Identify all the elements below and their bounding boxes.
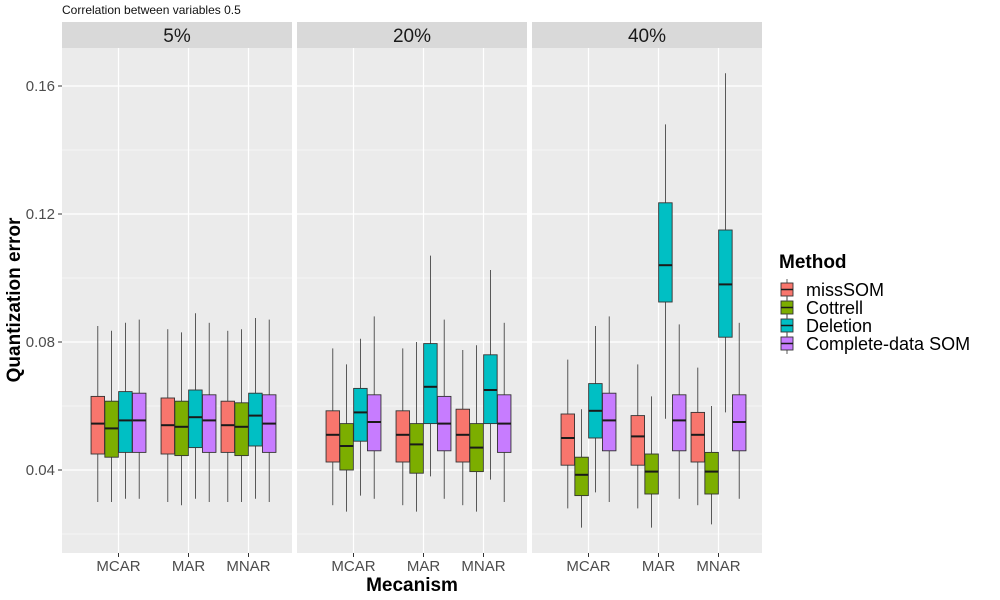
legend-title: Method [779, 252, 847, 273]
box-iqr [325, 410, 340, 463]
box-iqr [220, 400, 236, 453]
strip-background [532, 22, 762, 48]
box-iqr [644, 453, 659, 495]
legend-label: Deletion [806, 316, 872, 336]
box-deletion [248, 318, 263, 499]
box-complete-data-som [131, 319, 147, 499]
box-cottrell [339, 364, 354, 512]
legend-key [780, 315, 794, 336]
box-misssom [690, 367, 705, 506]
box-cottrell [574, 409, 589, 528]
legend-label: Cottrell [806, 298, 863, 318]
box-iqr [188, 389, 203, 449]
box-misssom [560, 359, 575, 509]
box-iqr [395, 410, 410, 463]
x-axis-title: Mecanism [366, 575, 458, 596]
box-iqr [409, 423, 424, 474]
box-misssom [630, 364, 645, 509]
x-tick-label: MAR [407, 558, 441, 575]
box-deletion [483, 270, 498, 480]
strip-label: 5% [163, 26, 191, 47]
box-deletion [718, 73, 733, 413]
legend-label: missSOM [806, 280, 884, 300]
strip-background [62, 22, 292, 48]
box-iqr [353, 387, 368, 442]
y-tick-label: 0.16 [26, 78, 55, 95]
box-iqr [630, 415, 645, 466]
box-iqr [658, 202, 673, 303]
box-iqr [423, 343, 438, 425]
y-axis-ticks: 0.04 0.08 0.12 0.16 [26, 78, 62, 479]
box-iqr [90, 395, 106, 455]
facet-panel: 5% MCAR MAR MNAR [62, 22, 292, 575]
box-complete-data-som [602, 316, 617, 502]
box-complete-data-som [497, 322, 512, 502]
box-cottrell [104, 330, 119, 502]
box-iqr [690, 411, 705, 463]
facet-panels: 5% MCAR MAR MNAR 20% MCAR MAR MNAR 40% MCAR MAR MNA… [62, 22, 762, 575]
facet-panel: 40% MCAR MAR MNAR [532, 22, 762, 575]
box-iqr [118, 391, 133, 453]
box-iqr [248, 392, 263, 447]
box-iqr [602, 392, 617, 452]
box-cottrell [704, 406, 719, 525]
box-cottrell [469, 345, 484, 512]
panel-background [62, 48, 292, 553]
box-complete-data-som [262, 319, 277, 502]
x-tick-label: MCAR [331, 558, 375, 575]
x-tick-label: MNAR [226, 558, 270, 575]
box-misssom [325, 348, 340, 506]
legend-label: Complete-data SOM [806, 334, 970, 354]
box-iqr [672, 394, 687, 452]
box-cottrell [644, 396, 659, 528]
box-misssom [395, 348, 410, 506]
strip-label: 20% [393, 26, 431, 47]
box-misssom [160, 329, 176, 502]
x-tick-label: MNAR [461, 558, 505, 575]
box-iqr [574, 456, 589, 497]
box-complete-data-som [437, 319, 452, 499]
chart-subtitle: Correlation between variables 0.5 [62, 3, 241, 17]
legend-key [780, 279, 794, 300]
y-tick-label: 0.12 [26, 206, 55, 223]
box-iqr [174, 400, 189, 457]
box-cottrell [234, 329, 249, 502]
box-deletion [188, 313, 203, 499]
box-complete-data-som [367, 316, 382, 499]
panel-background [297, 48, 527, 553]
strip-background [297, 22, 527, 48]
y-axis-title: Quantization error [4, 217, 25, 382]
y-tick-label: 0.08 [26, 334, 55, 351]
x-tick-label: MCAR [566, 558, 610, 575]
x-tick-label: MAR [172, 558, 206, 575]
legend: Method missSOMCottrellDeletionComplete-d… [779, 252, 970, 354]
box-deletion [423, 255, 438, 477]
y-tick-label: 0.04 [26, 462, 55, 479]
box-complete-data-som [672, 324, 687, 499]
legend-key [780, 297, 794, 318]
facet-panel: 20% MCAR MAR MNAR [297, 22, 527, 575]
legend-key [780, 333, 794, 354]
box-cottrell [174, 332, 189, 506]
strip-label: 40% [628, 26, 666, 47]
x-tick-label: MCAR [96, 558, 140, 575]
x-tick-label: MAR [642, 558, 676, 575]
box-iqr [131, 392, 147, 453]
box-complete-data-som [732, 322, 747, 499]
x-tick-label: MNAR [696, 558, 740, 575]
box-iqr [234, 402, 249, 457]
box-deletion [658, 124, 673, 419]
box-iqr [704, 451, 719, 495]
box-iqr [560, 413, 575, 466]
box-iqr [201, 394, 217, 453]
box-misssom [455, 350, 470, 506]
box-cottrell [409, 342, 424, 512]
box-complete-data-som [201, 322, 217, 502]
